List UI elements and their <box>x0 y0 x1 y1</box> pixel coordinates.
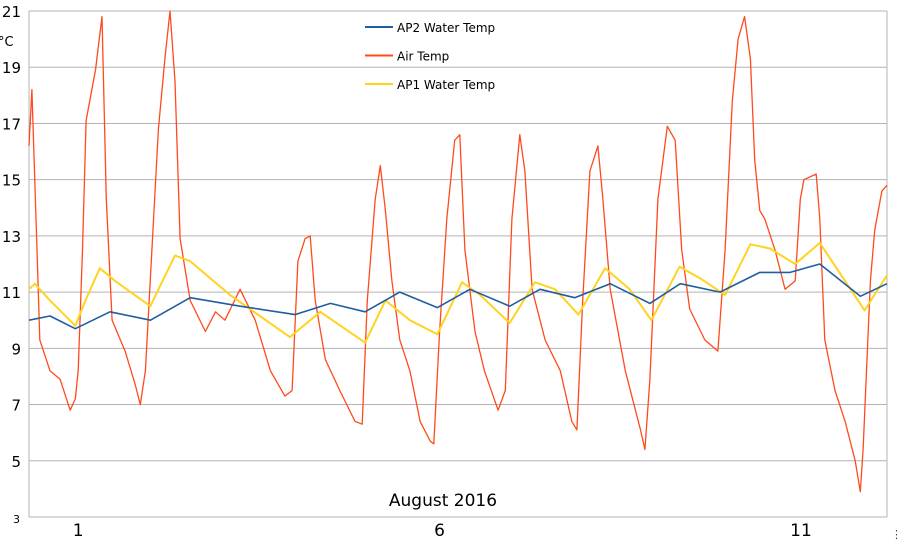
x-tick-label: 6 <box>434 521 445 541</box>
series-line-air-temp <box>28 10 888 493</box>
y-tick-label: 3 <box>13 513 20 526</box>
y-tick-label: 11 <box>2 284 21 302</box>
y-axis-label: °C <box>0 35 14 50</box>
legend-label: Air Temp <box>397 50 449 64</box>
legend: AP2 Water Temp Air Temp AP1 Water Temp <box>365 21 495 92</box>
y-tick-label: 21 <box>2 3 21 21</box>
x-tick-label: 11 <box>790 521 812 541</box>
y-tick-label: 7 <box>11 397 21 415</box>
series-line-ap1-water-temp <box>28 241 888 344</box>
vertical-ellipsis-icon[interactable]: ⋮ <box>891 528 897 541</box>
y-tick-label: 9 <box>11 340 21 358</box>
legend-label: AP2 Water Temp <box>397 21 495 35</box>
y-tick-label: 19 <box>2 59 21 77</box>
y-tick-label: 15 <box>2 172 21 190</box>
y-tick-label: 5 <box>11 453 21 471</box>
y-tick-label: 17 <box>2 115 21 133</box>
x-axis-label: August 2016 <box>389 491 497 511</box>
series-lines <box>28 10 888 493</box>
x-tick-label: 1 <box>73 521 84 541</box>
x-axis: 1 6 11 <box>73 521 812 541</box>
y-axis: 3 5 7 9 11 13 15 17 19 21 <box>2 3 21 526</box>
series-line-ap2-water-temp <box>28 263 888 330</box>
legend-label: AP1 Water Temp <box>397 78 495 92</box>
y-tick-label: 13 <box>2 228 21 246</box>
